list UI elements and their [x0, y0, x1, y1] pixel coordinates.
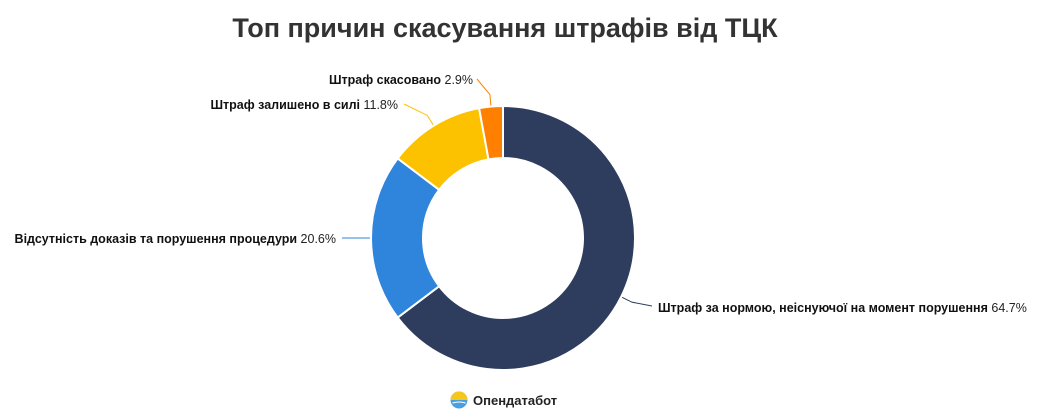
leader-line-штраф-скасовано [476, 78, 492, 106]
data-label-штраф-за-нормою-неіснуючої-на-момент-порушення: Штраф за нормою, неіснуючої на момент по… [658, 301, 1027, 315]
slice-штраф-скасовано[interactable] [478, 105, 504, 161]
slice-штраф-за-нормою-неіснуючої-на-момент-порушення[interactable] [396, 105, 636, 371]
chart-title: Топ причин скасування штрафів від ТЦК [232, 13, 778, 43]
data-label-name: Штраф скасовано [329, 73, 445, 87]
sun-sea-logo-icon [450, 391, 468, 409]
data-label-name: Відсутність доказів та порушення процеду… [15, 232, 301, 246]
donut-chart: Штраф за нормою, неіснуючої на момент по… [15, 73, 1027, 371]
brand-name: Опендатабот [473, 392, 558, 408]
data-label-value: 20.6% [301, 232, 336, 246]
brand-footer: Опендатабот [450, 391, 557, 409]
leader-line-штраф-залишено-в-силі [403, 103, 434, 126]
data-label-value: 64.7% [991, 301, 1026, 315]
data-label-name: Штраф залишено в силі [210, 98, 363, 112]
leader-line-штраф-за-нормою-неіснуючої-на-момент-порушення [621, 296, 653, 307]
data-label-відсутність-доказів-та-порушення-процедури: Відсутність доказів та порушення процеду… [15, 232, 336, 246]
data-label-штраф-залишено-в-силі: Штраф залишено в силі 11.8% [210, 98, 398, 112]
data-label-штраф-скасовано: Штраф скасовано 2.9% [329, 73, 473, 87]
data-label-name: Штраф за нормою, неіснуючої на момент по… [658, 301, 991, 315]
data-label-value: 2.9% [445, 73, 474, 87]
data-label-value: 11.8% [363, 98, 398, 112]
